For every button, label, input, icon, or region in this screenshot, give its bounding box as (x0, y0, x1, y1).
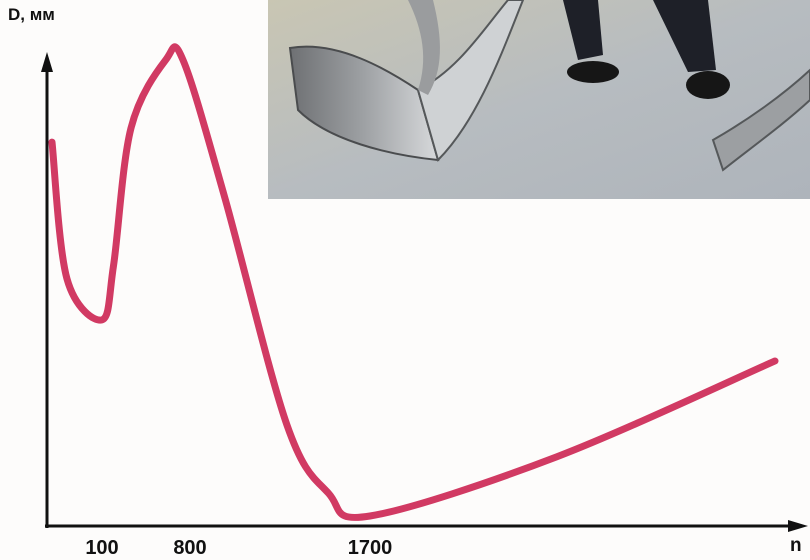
x-tick-label-800: 800 (173, 537, 207, 559)
x-axis-arrow-icon (788, 520, 808, 532)
bent-metal-strip-photo (268, 0, 810, 199)
y-axis-arrow-icon (41, 52, 53, 72)
series-line (48, 43, 779, 521)
x-tick-label-1700: 1700 (347, 537, 393, 559)
x-axis-label: n (790, 535, 802, 556)
x-tick-label-100: 100 (85, 537, 119, 559)
y-axis-label: D, мм (8, 5, 55, 24)
